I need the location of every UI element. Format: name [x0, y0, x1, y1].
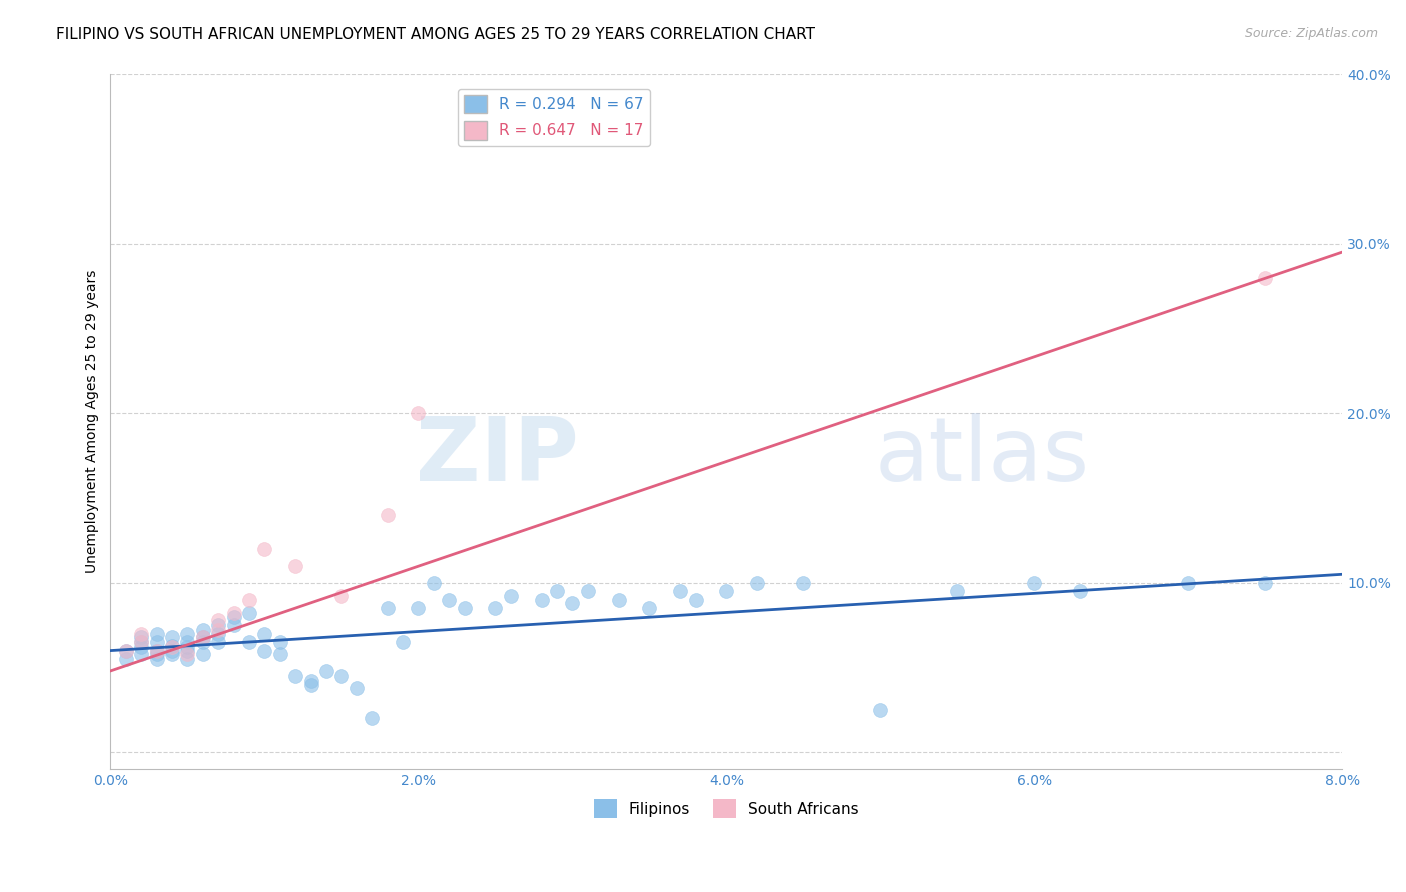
Point [638, 601, 661, 615]
Point [238, 635, 260, 649]
Text: Source: ZipAtlas.com: Source: ZipAtlas.com [1244, 27, 1378, 40]
Point [191, 624, 214, 638]
Point [222, 618, 245, 632]
Point [145, 647, 167, 661]
Point [238, 607, 260, 621]
Point [207, 635, 229, 649]
Point [114, 643, 136, 657]
Point [1024, 575, 1046, 590]
Point [269, 647, 291, 661]
Point [946, 584, 969, 599]
Point [377, 508, 399, 522]
Point [129, 630, 152, 644]
Point [222, 607, 245, 621]
Point [1177, 575, 1199, 590]
Point [145, 652, 167, 666]
Point [284, 558, 307, 573]
Point [176, 635, 198, 649]
Point [576, 584, 599, 599]
Point [453, 601, 475, 615]
Point [253, 626, 276, 640]
Point [191, 630, 214, 644]
Point [499, 590, 522, 604]
Point [160, 640, 183, 655]
Point [176, 652, 198, 666]
Point [716, 584, 738, 599]
Point [484, 601, 506, 615]
Point [129, 647, 152, 661]
Point [222, 609, 245, 624]
Point [160, 647, 183, 661]
Point [145, 626, 167, 640]
Point [669, 584, 692, 599]
Point [530, 592, 553, 607]
Point [330, 590, 353, 604]
Point [1254, 270, 1277, 285]
Point [176, 626, 198, 640]
Point [747, 575, 769, 590]
Point [238, 592, 260, 607]
Point [207, 618, 229, 632]
Point [129, 626, 152, 640]
Point [160, 639, 183, 653]
Point [269, 635, 291, 649]
Point [423, 575, 446, 590]
Point [176, 647, 198, 661]
Point [129, 640, 152, 655]
Point [191, 630, 214, 644]
Point [392, 635, 415, 649]
Point [160, 643, 183, 657]
Point [1069, 584, 1091, 599]
Point [145, 643, 167, 657]
Point [361, 711, 384, 725]
Point [408, 406, 430, 420]
Point [207, 613, 229, 627]
Point [207, 624, 229, 638]
Point [176, 643, 198, 657]
Point [437, 592, 460, 607]
Point [191, 635, 214, 649]
Point [191, 647, 214, 661]
Point [145, 643, 167, 657]
Point [1254, 575, 1277, 590]
Point [377, 601, 399, 615]
Point [145, 635, 167, 649]
Point [129, 635, 152, 649]
Point [114, 643, 136, 657]
Point [129, 635, 152, 649]
Point [869, 703, 891, 717]
Point [176, 640, 198, 655]
Point [253, 541, 276, 556]
Point [160, 630, 183, 644]
Point [408, 601, 430, 615]
Point [685, 592, 707, 607]
Point [315, 664, 337, 678]
Text: FILIPINO VS SOUTH AFRICAN UNEMPLOYMENT AMONG AGES 25 TO 29 YEARS CORRELATION CHA: FILIPINO VS SOUTH AFRICAN UNEMPLOYMENT A… [56, 27, 815, 42]
Legend: Filipinos, South Africans: Filipinos, South Africans [588, 793, 865, 824]
Point [207, 626, 229, 640]
Point [607, 592, 630, 607]
Point [792, 575, 814, 590]
Text: ZIP: ZIP [416, 413, 578, 500]
Point [330, 669, 353, 683]
Point [114, 652, 136, 666]
Point [299, 674, 322, 689]
Text: atlas: atlas [875, 413, 1090, 500]
Point [346, 681, 368, 695]
Point [561, 596, 583, 610]
Point [253, 643, 276, 657]
Point [284, 669, 307, 683]
Point [546, 584, 568, 599]
Y-axis label: Unemployment Among Ages 25 to 29 years: Unemployment Among Ages 25 to 29 years [86, 270, 100, 574]
Point [299, 677, 322, 691]
